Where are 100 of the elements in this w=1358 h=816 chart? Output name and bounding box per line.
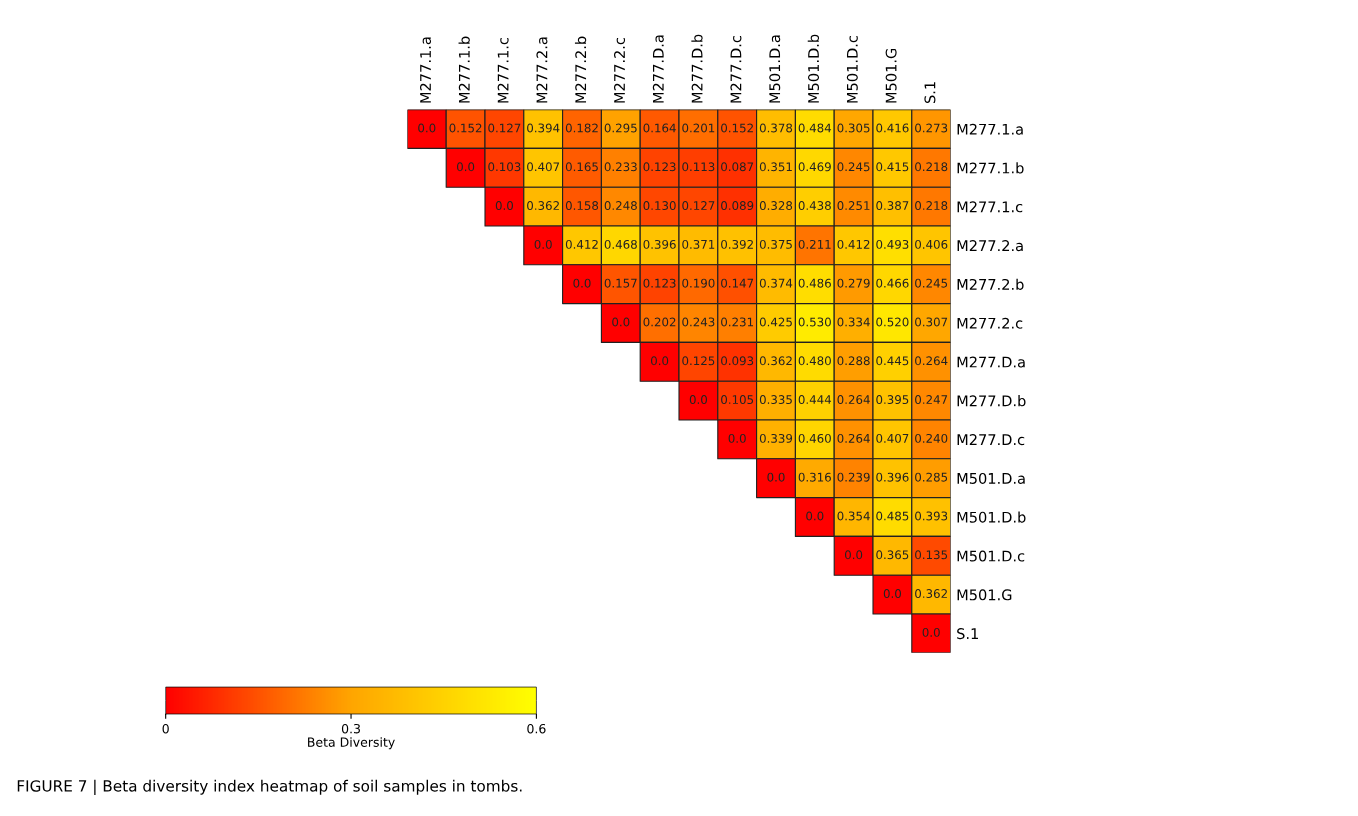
data-label: 0.438	[798, 201, 831, 211]
data-label: 0.0	[806, 511, 824, 521]
data-label: 0.113	[682, 162, 715, 172]
data-label: 0.245	[915, 278, 948, 288]
data-label: 0.362	[759, 356, 792, 366]
caption: FIGURE 7 | Beta diversity index heatmap of soil samples in tombs.	[17, 779, 522, 796]
data-label: 0.0	[883, 589, 901, 599]
x-tick-label: M501.G	[885, 48, 897, 103]
data-label: 0.211	[798, 239, 831, 249]
data-label: 0.328	[759, 201, 793, 211]
data-label: 0.394	[527, 123, 560, 133]
data-label: 0.0	[456, 162, 475, 172]
y-tick-label: S.1	[957, 628, 978, 640]
data-label: 0.486	[798, 278, 831, 288]
data-label: 0.0	[612, 317, 630, 327]
data-label: 0.371	[682, 239, 715, 249]
data-label: 0.247	[915, 395, 948, 405]
x-tick-label: M277.D.a	[652, 35, 664, 103]
data-label: 0.127	[682, 201, 715, 211]
data-label: 0.135	[915, 550, 948, 560]
data-label: 0.378	[759, 123, 793, 133]
data-label: 0.466	[876, 278, 909, 288]
data-label: 0.445	[876, 356, 909, 366]
data-label: 0.396	[643, 239, 676, 249]
data-label: 0.218	[915, 201, 948, 211]
y-tick-label: M277.1.c	[957, 201, 1023, 213]
x-tick-label: M277.1.c	[497, 37, 509, 103]
data-label: 0.190	[682, 278, 715, 288]
data-label: 0.460	[798, 433, 831, 443]
data-label: 0.273	[915, 123, 948, 133]
data-label: 0.362	[527, 201, 559, 211]
data-label: 0.093	[721, 356, 754, 366]
data-label: 0.130	[643, 201, 676, 211]
data-label: 0.334	[837, 317, 870, 327]
data-label: 0.412	[837, 239, 870, 249]
data-label: 0.123	[643, 162, 676, 172]
data-label: 0.239	[837, 472, 870, 482]
y-tick-label: M277.2.a	[957, 240, 1023, 252]
data-label: 0.395	[876, 395, 909, 405]
data-label: 0.425	[759, 317, 792, 327]
y-tick-label: M277.2.b	[957, 278, 1024, 290]
x-tick-label: M501.D.c	[846, 36, 858, 103]
data-label: 0.248	[604, 201, 637, 211]
data-label: 0.251	[837, 201, 870, 211]
data-label: 0.089	[721, 201, 754, 211]
x-tick-label: M277.D.c	[730, 36, 742, 103]
data-label: 0.354	[837, 511, 870, 521]
data-label: 0.520	[876, 317, 909, 327]
data-label: 0.407	[527, 162, 560, 172]
data-label: 0.387	[876, 201, 909, 211]
data-label: 0.307	[915, 317, 948, 327]
data-label: 0.164	[643, 123, 676, 133]
data-label: 0.202	[643, 317, 676, 327]
y-tick-label: M277.D.c	[957, 434, 1025, 446]
data-label: 0.416	[876, 123, 909, 133]
data-label: 0.480	[798, 356, 831, 366]
data-label: 0.0	[689, 395, 707, 405]
y-tick-label: M277.1.a	[957, 123, 1023, 135]
data-label: 0.485	[876, 511, 909, 521]
data-label: 0.279	[837, 278, 870, 288]
data-label: 0.0	[728, 433, 746, 443]
data-label: 0.157	[604, 278, 637, 288]
data-label: 0.351	[759, 162, 792, 172]
data-label: 0.182	[565, 123, 598, 133]
data-label: 0.339	[759, 433, 793, 443]
x-tick-label: M501.D.a	[769, 35, 781, 103]
data-label: 0.412	[565, 239, 598, 249]
data-label: 0.285	[915, 472, 948, 482]
y-tick-label: M277.2.c	[957, 317, 1023, 329]
color-bar-label: 0.6	[527, 723, 546, 734]
data-label: 0.375	[759, 239, 792, 249]
data-label: 0.362	[915, 589, 947, 599]
data-label: 0.264	[915, 356, 948, 366]
data-label: 0.530	[798, 317, 831, 327]
x-tick-label: M277.1.a	[420, 37, 432, 103]
y-tick-label: M501.D.c	[957, 550, 1025, 562]
data-label: 0.0	[767, 472, 785, 482]
data-label: 0.105	[721, 395, 754, 405]
data-label: 0.469	[798, 162, 831, 172]
data-label: 0.152	[721, 123, 753, 133]
data-label: 0.240	[915, 433, 948, 443]
x-tick-label: M501.D.b	[807, 34, 820, 103]
data-label: 0.218	[915, 162, 948, 172]
data-label: 0.165	[565, 162, 598, 172]
data-label: 0.152	[449, 123, 482, 133]
data-label: 0.393	[915, 511, 948, 521]
data-label: 0.103	[488, 162, 521, 172]
data-label: 0.0	[650, 356, 669, 366]
data-label: 0.468	[604, 239, 637, 249]
data-label: 0.233	[604, 162, 637, 172]
data-label: 0.158	[565, 201, 599, 211]
x-tick-label: M277.D.b	[691, 34, 703, 103]
y-tick-label: M501.G	[957, 589, 1012, 601]
y-tick-label: M501.D.a	[957, 472, 1025, 484]
y-tick-label: M277.1.b	[957, 162, 1024, 174]
data-label: 0.415	[876, 162, 909, 172]
data-label: 0.396	[876, 472, 909, 482]
data-label: 0.0	[495, 201, 513, 211]
data-label: 0.0	[844, 550, 863, 560]
data-label: 0.264	[837, 433, 870, 443]
